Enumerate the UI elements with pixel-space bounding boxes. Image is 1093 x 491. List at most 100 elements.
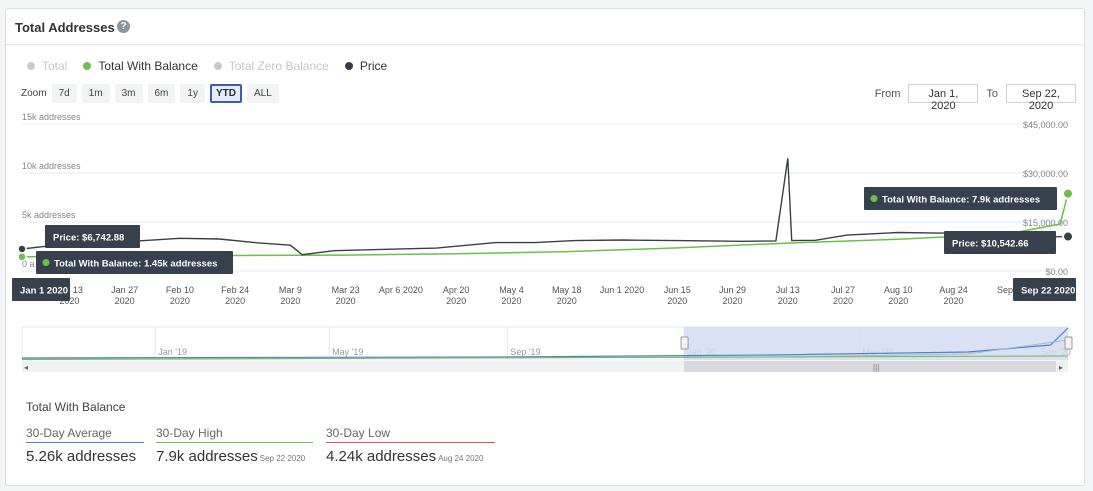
zoom-all-button[interactable]: ALL xyxy=(246,84,279,103)
tooltip-end-date-box xyxy=(1013,278,1076,301)
price-start-marker xyxy=(17,244,27,254)
tooltip-start-balance: Total With Balance: 1.45k addresses xyxy=(36,251,233,274)
zoom-ytd-button[interactable]: YTD xyxy=(209,84,242,103)
zoom-3m-button[interactable]: 3m xyxy=(114,84,143,103)
tooltip-end-date: Sep 22 2020 xyxy=(1013,278,1076,301)
legend-item[interactable]: Total With Balance xyxy=(83,59,198,73)
card-title: Total Addresses xyxy=(15,20,115,35)
scrollbar-thumb[interactable] xyxy=(684,361,1056,372)
zoom-1m-button[interactable]: 1m xyxy=(81,84,110,103)
left-tick-label: 0 a xyxy=(22,259,35,269)
navigator-right-handle[interactable] xyxy=(1064,336,1073,350)
x-tick-label: Apr 6 2020 xyxy=(379,285,423,295)
legend-item[interactable]: Price xyxy=(344,59,388,73)
x-tick-label-year: 2020 xyxy=(778,296,798,306)
tooltip-start-balance-dot-icon xyxy=(42,259,50,266)
x-tick-label: Sep 7 xyxy=(997,285,1021,295)
x-tick-label-year: 2020 xyxy=(833,296,853,306)
x-tick-label-year: 2020 xyxy=(336,296,356,306)
tooltip-end-balance-text: Total With Balance: 7.9k addresses xyxy=(882,195,1040,206)
stat-2: 30-Day Low 4.24k addresses Aug 24 2020 xyxy=(326,424,506,465)
legend-label: Total With Balance xyxy=(98,59,198,73)
from-label: From xyxy=(874,87,901,100)
legend-dot-icon xyxy=(344,62,353,70)
x-tick-label-year: 2020 xyxy=(667,296,687,306)
stats-columns: 30-Day Average 5.26k addresses 30-Day High… xyxy=(26,424,506,465)
x-tick-label: Mar 23 xyxy=(332,285,360,295)
x-tick-label: Apr 20 xyxy=(443,285,470,295)
x-tick-label: Jun 29 xyxy=(719,285,746,295)
tooltip-start-price: Price: $6,742.88 xyxy=(45,225,140,248)
right-tick-label: $30,000.00 xyxy=(1023,169,1068,179)
x-tick-label: Aug 24 xyxy=(939,285,968,295)
card-header: Total Addresses ? xyxy=(6,9,1084,45)
stat-value-text: 5.26k addresses xyxy=(26,448,137,465)
left-tick-label: 10k addresses xyxy=(22,161,81,171)
tooltips: Price: $6,742.88 Total With Balance: 1.45… xyxy=(12,187,1076,301)
stat-label: 30-Day Average xyxy=(26,426,144,443)
chart-area: 15k addresses 10k addresses 5k addresses 0 … xyxy=(12,112,1076,372)
x-tick-label-year: 2020 xyxy=(501,296,521,306)
scroll-right-icon[interactable]: ▸ xyxy=(1059,363,1063,372)
left-tick-label: 15k addresses xyxy=(22,112,81,122)
right-tick-label: $0.00 xyxy=(1045,267,1068,277)
tooltip-start-price-box xyxy=(45,225,140,248)
legend-item[interactable]: Total xyxy=(27,59,67,73)
help-icon[interactable]: ? xyxy=(117,20,130,33)
legend-label: Price xyxy=(359,59,388,73)
stat-label: 30-Day Low xyxy=(326,426,495,443)
zoom-1y-button[interactable]: 1y xyxy=(180,84,205,103)
x-tick-label: Jun 15 xyxy=(664,285,691,295)
stat-value-text: 7.9k addresses xyxy=(156,448,258,465)
x-tick-label-year: 2020 xyxy=(170,296,190,306)
zoom-6m-button[interactable]: 6m xyxy=(147,84,176,103)
x-tick-label-year: 2020 xyxy=(446,296,466,306)
legend-dot-icon xyxy=(213,62,222,70)
tooltip-end-balance-box xyxy=(864,187,1057,210)
legend-label: Total xyxy=(42,59,68,73)
x-tick-label: May 18 xyxy=(552,285,582,295)
stat-value: 7.9k addresses Sep 22 2020 xyxy=(156,448,326,465)
legend-item[interactable]: Total Zero Balance xyxy=(213,59,329,73)
x-tick-label-year: 2020 xyxy=(280,296,300,306)
tooltip-start-date-text: Jan 1 2020 xyxy=(20,286,68,297)
stat-value: 5.26k addresses xyxy=(26,448,156,465)
from-date-input[interactable]: Jan 1, 2020 xyxy=(908,84,979,112)
navigator-left-handle[interactable] xyxy=(680,336,689,350)
stat-value: 4.24k addresses Aug 24 2020 xyxy=(326,448,506,465)
legend-dot-icon xyxy=(83,62,92,70)
zoom-7d-button[interactable]: 7d xyxy=(51,84,77,103)
series-price-line xyxy=(21,158,1069,256)
navigator-selection xyxy=(684,327,1068,360)
x-tick-label: Jun 1 2020 xyxy=(600,285,645,295)
x-tick-label-year: 2020 xyxy=(557,296,577,306)
chart-legend: Total Total With Balance Total Zero Balanc… xyxy=(27,59,387,73)
x-tick-label-year: 2020 xyxy=(225,296,245,306)
stats-title: Total With Balance xyxy=(26,400,126,414)
right-axis-labels: $45,000.00 $30,000.00 $15,000.00 $0.00 xyxy=(1023,120,1068,277)
x-tick-label: May 4 xyxy=(499,285,524,295)
x-tick-label-year: 2020 xyxy=(59,296,79,306)
to-date-input[interactable]: Sep 22, 2020 xyxy=(1006,84,1076,112)
right-tick-label: $15,000.00 xyxy=(1023,218,1068,228)
navigator-label: May '19 xyxy=(332,347,363,357)
balance-start-marker xyxy=(17,252,27,262)
scroll-left-icon[interactable]: ◂ xyxy=(24,363,28,372)
x-tick-label: Jul 13 xyxy=(776,285,800,295)
x-tick-label: Aug 10 xyxy=(884,285,913,295)
zoom-controls: Zoom 7d 1m 3m 6m 1y YTD ALL xyxy=(21,84,279,103)
stat-1: 30-Day High 7.9k addresses Sep 22 2020 xyxy=(156,424,326,465)
x-tick-label-year: 2020 xyxy=(888,296,908,306)
stat-date: Sep 22 2020 xyxy=(259,454,306,463)
navigator-balance-line xyxy=(21,355,1069,360)
to-label: To xyxy=(986,87,998,100)
legend-dot-icon xyxy=(27,62,35,70)
tooltip-end-price-box xyxy=(944,231,1056,254)
stat-0: 30-Day Average 5.26k addresses xyxy=(26,424,156,465)
x-tick-label: Jul 27 xyxy=(831,285,855,295)
scrollbar-track[interactable] xyxy=(22,361,1068,372)
left-axis-labels: 15k addresses 10k addresses 5k addresses 0 … xyxy=(22,112,81,269)
stat-date: Aug 24 2020 xyxy=(438,454,484,463)
